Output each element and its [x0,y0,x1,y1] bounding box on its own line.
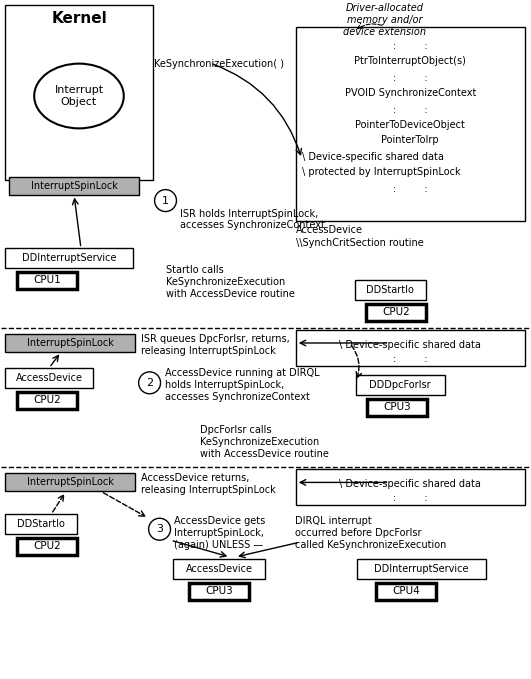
Text: DDDpcForIsr: DDDpcForIsr [370,380,431,390]
Text: \ Device-specific shared data: \ Device-specific shared data [339,479,481,490]
Text: KeSynchronizeExecution: KeSynchronizeExecution [166,277,285,287]
Bar [296,330,525,366]
Text: DpcForIsr calls: DpcForIsr calls [200,424,272,435]
Text: DDStartIo: DDStartIo [366,285,414,295]
Bar [355,280,426,300]
Text: releasing InterruptSpinLock: releasing InterruptSpinLock [141,485,276,496]
Text: InterruptSpinLock: InterruptSpinLock [31,181,117,191]
Text: KeSynchronizeExecution: KeSynchronizeExecution [200,437,320,447]
Text: CPU2: CPU2 [33,394,61,405]
Text: :         :: : : [393,494,427,503]
Bar [190,583,249,600]
Bar [356,559,486,579]
Text: (again) UNLESS —: (again) UNLESS — [175,540,263,550]
Text: releasing InterruptSpinLock: releasing InterruptSpinLock [141,346,276,356]
Text: InterruptSpinLock: InterruptSpinLock [27,477,114,488]
Text: InterruptSpinLock: InterruptSpinLock [27,338,114,348]
Bar [18,272,77,289]
Bar [367,399,427,416]
Text: AccessDevice: AccessDevice [15,373,83,383]
Text: DDInterruptService: DDInterruptService [22,253,116,263]
Text: PtrToInterruptObject(s): PtrToInterruptObject(s) [354,56,466,66]
Text: \ protected by InterruptSpinLock: \ protected by InterruptSpinLock [302,167,460,177]
Bar [5,514,77,534]
Bar [5,249,133,268]
Bar [10,177,139,195]
Text: AccessDevice: AccessDevice [186,564,253,574]
Text: Driver-allocated
memory and/or
device extension: Driver-allocated memory and/or device ex… [343,3,426,37]
Text: :         :: : : [393,105,427,115]
Bar [5,334,135,352]
Text: :         :: : : [393,41,427,51]
Text: :         :: : : [393,354,427,364]
Text: PointerToDeviceObject: PointerToDeviceObject [355,120,465,130]
Text: 1: 1 [162,196,169,206]
Text: PVOID SynchronizeContext: PVOID SynchronizeContext [345,88,476,98]
Bar [18,538,77,555]
Bar [18,392,77,409]
Text: AccessDevice: AccessDevice [296,225,363,236]
Text: Interrupt
Object: Interrupt Object [54,85,104,107]
Text: :         :: : : [393,183,427,194]
Bar [5,368,93,388]
Text: CPU2: CPU2 [33,541,61,551]
Text: :         :: : : [393,73,427,83]
Text: \ Device-specific shared data: \ Device-specific shared data [302,152,444,162]
Text: \\SynchCritSection routine: \\SynchCritSection routine [296,238,424,249]
Text: with AccessDevice routine: with AccessDevice routine [166,289,294,299]
Text: accesses SynchronizeContext: accesses SynchronizeContext [181,221,326,230]
Text: 2: 2 [146,378,153,388]
Text: DDInterruptService: DDInterruptService [374,564,468,574]
Text: \ Device-specific shared data: \ Device-specific shared data [339,340,481,350]
Text: ISR holds InterruptSpinLock,: ISR holds InterruptSpinLock, [181,208,319,219]
Bar [356,375,445,394]
Text: DIRQL interrupt: DIRQL interrupt [295,516,372,526]
Text: CPU3: CPU3 [205,586,233,596]
Text: CPU3: CPU3 [383,402,411,411]
Text: ISR queues DpcForIsr, returns,: ISR queues DpcForIsr, returns, [141,334,289,344]
Text: AccessDevice returns,: AccessDevice returns, [141,473,249,483]
Text: CPU4: CPU4 [392,586,420,596]
Bar [296,469,525,505]
Text: AccessDevice running at DIRQL: AccessDevice running at DIRQL [165,368,319,378]
Bar [366,304,426,321]
Text: occurred before DpcForIsr: occurred before DpcForIsr [295,528,421,538]
Text: with AccessDevice routine: with AccessDevice routine [200,449,329,458]
Bar [296,27,525,221]
Text: CPU1: CPU1 [33,275,61,285]
Text: holds InterruptSpinLock,: holds InterruptSpinLock, [165,380,284,390]
Text: 3: 3 [156,524,163,534]
Bar [5,473,135,492]
Text: AccessDevice gets: AccessDevice gets [175,516,266,526]
Text: DDStartIo: DDStartIo [17,519,65,529]
Bar [376,583,436,600]
Bar [174,559,265,579]
Text: KeSynchronizeExecution( ): KeSynchronizeExecution( ) [153,59,284,69]
Text: StartIo calls: StartIo calls [166,265,223,275]
Text: accesses SynchronizeContext: accesses SynchronizeContext [165,392,310,402]
Text: CPU2: CPU2 [382,307,410,317]
Text: PointerToIrp: PointerToIrp [381,135,439,145]
Text: InterruptSpinLock,: InterruptSpinLock, [175,528,264,538]
Text: called KeSynchronizeExecution: called KeSynchronizeExecution [295,540,446,550]
Bar [5,5,152,180]
Text: Kernel: Kernel [51,12,107,26]
